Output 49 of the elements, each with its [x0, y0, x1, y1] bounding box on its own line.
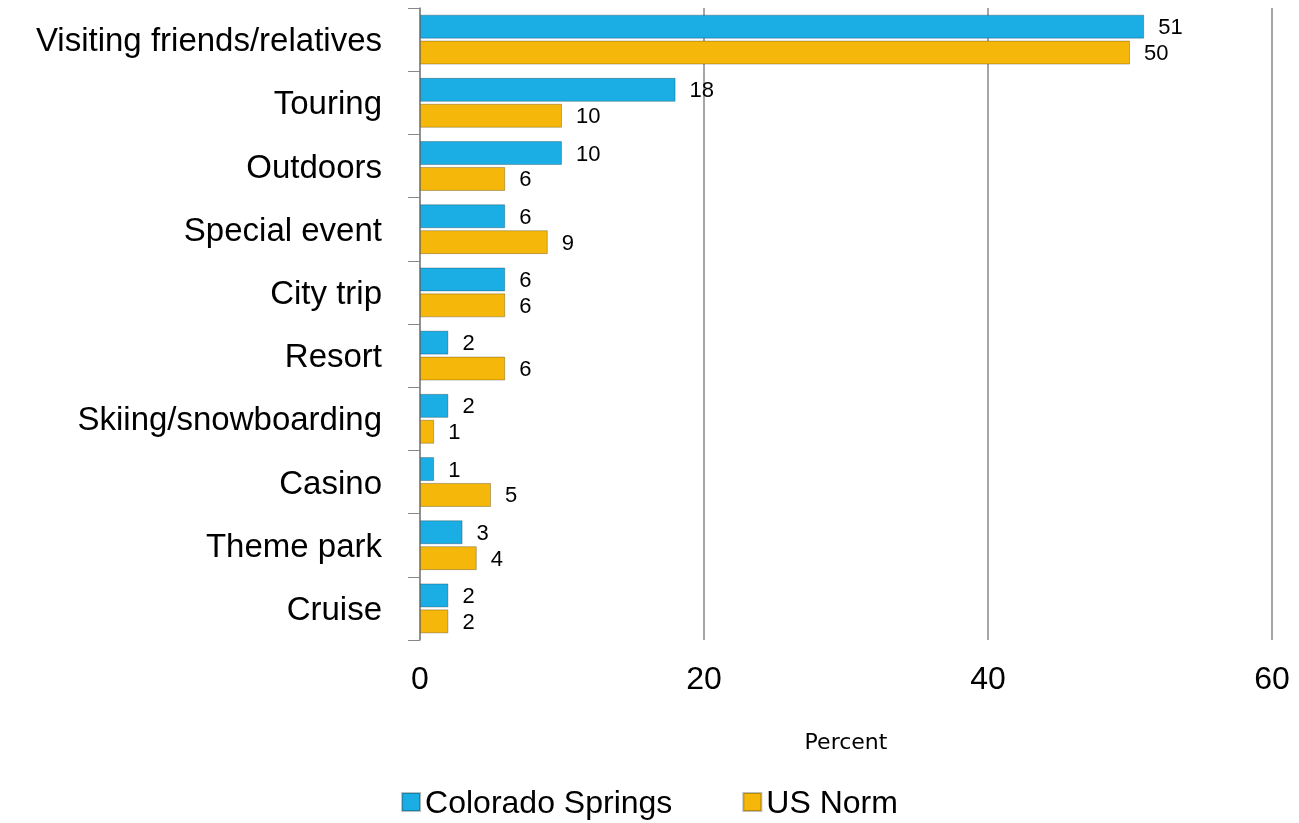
data-label: 5 — [505, 482, 518, 508]
y-tick-label: Resort — [284, 337, 382, 375]
bar — [420, 166, 506, 191]
bar — [420, 546, 477, 571]
x-tick-label: 20 — [686, 660, 722, 696]
x-tick-label: 40 — [970, 660, 1006, 696]
data-label: 2 — [462, 330, 475, 356]
x-axis-title: Percent — [804, 728, 888, 754]
y-tick-label: Outdoors — [246, 147, 382, 185]
data-label: 18 — [689, 77, 715, 103]
bar — [420, 141, 562, 166]
data-label: 2 — [462, 393, 475, 419]
bar — [420, 419, 435, 444]
data-label: 6 — [519, 292, 532, 318]
data-label: 6 — [519, 266, 532, 292]
y-tick-label: Casino — [279, 463, 382, 501]
data-label: 10 — [576, 103, 601, 129]
y-tick-label: Touring — [273, 84, 382, 122]
data-label: 1 — [448, 419, 461, 445]
x-tick-label: 0 — [411, 660, 429, 696]
legend-label: US Norm — [766, 784, 898, 820]
data-label: 6 — [519, 166, 532, 192]
x-tick-label: 60 — [1254, 660, 1290, 696]
y-tick-label: Skiing/snowboarding — [77, 400, 382, 438]
data-label: 4 — [490, 545, 504, 571]
bar — [420, 77, 676, 102]
data-label: 51 — [1158, 14, 1183, 40]
bar — [420, 482, 491, 507]
data-label: 50 — [1144, 40, 1169, 66]
data-label: 6 — [519, 203, 532, 229]
bar — [420, 230, 548, 255]
data-label: 9 — [561, 229, 575, 255]
y-tick-label: Visiting friends/relatives — [35, 21, 382, 59]
data-label: 3 — [476, 519, 489, 545]
legend-label: Colorado Springs — [425, 784, 673, 820]
data-label: 6 — [519, 356, 532, 382]
bar — [420, 393, 449, 418]
data-label: 2 — [462, 608, 475, 634]
bar — [420, 204, 506, 229]
data-label: 1 — [448, 456, 461, 482]
y-tick-label: City trip — [270, 273, 382, 311]
bar — [420, 457, 435, 482]
y-tick-label: Cruise — [286, 589, 382, 627]
bar — [420, 103, 562, 128]
data-label: 10 — [576, 140, 601, 166]
y-tick-label: Theme park — [205, 526, 383, 564]
data-label: 2 — [462, 582, 475, 608]
bar — [420, 520, 463, 545]
y-tick-label: Special event — [183, 210, 382, 248]
